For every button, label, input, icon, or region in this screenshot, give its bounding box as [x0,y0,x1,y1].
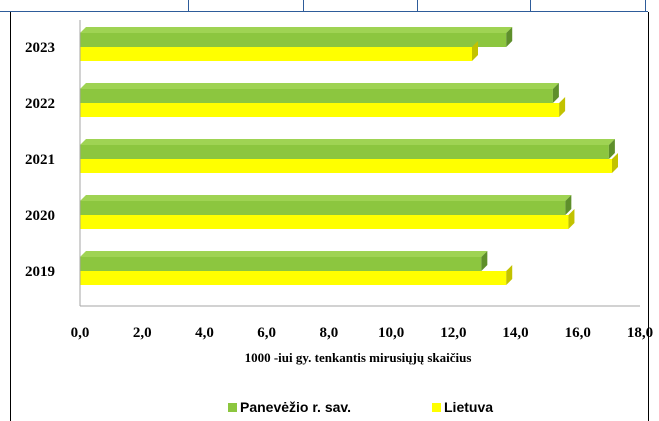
bar-panevezio-2019 [80,257,482,271]
x-tick-label: 18,0 [627,325,653,341]
bar-group-2021 [80,139,618,173]
bar-side-face-2022-0 [552,83,559,103]
legend-swatch [228,403,237,412]
bar-panevezio-2021 [80,145,609,159]
y-tick-label-2022: 2022 [25,96,55,112]
y-axis: 2023 2022 2021 2020 2019 [25,20,81,306]
x-axis: 0,0 2,0 4,0 6,0 8,0 10,0 12,0 14,0 16,0 18,0 [71,305,653,341]
bar-group-2023 [80,27,513,61]
bar-panevezio-2023 [80,33,507,47]
bar-side-face-2023-1 [472,41,478,61]
bar-side-face-2021-1 [612,153,618,173]
x-tick-label: 8,0 [320,325,339,341]
legend-label: Lietuva [444,399,493,415]
x-tick-label: 2,0 [133,325,152,341]
bar-side-face-2019-1 [506,265,513,285]
x-tick-label: 14,0 [502,325,528,341]
bar-side-face-2019-0 [481,251,488,271]
x-tick-label: 4,0 [195,325,214,341]
x-tick-label: 12,0 [440,325,466,341]
bar-group-2022 [80,83,566,117]
legend-label: Panevėžio r. sav. [240,399,351,415]
x-axis-title: 1000 -iui gy. tenkantis mirusiųjų skaiči… [245,350,472,365]
x-tick-label: 16,0 [565,325,591,341]
bar-lietuva-2023 [80,47,472,61]
y-tick-label-2020: 2020 [25,208,55,224]
legend-item-panevezio: Panevėžio r. sav. [228,399,351,415]
plot-area [80,27,618,285]
legend: Panevėžio r. sav. Lietuva [228,399,493,415]
bar-side-face-2020-1 [568,209,575,229]
y-tick-label-2023: 2023 [25,40,55,56]
bar-lietuva-2022 [80,103,560,117]
x-tick-label: 6,0 [257,325,276,341]
y-tick-label-2019: 2019 [25,264,55,280]
table-border-top [0,0,648,12]
legend-item-lietuva: Lietuva [432,399,493,415]
bar-side-face-2022-1 [559,97,566,117]
bar-top-face-2023 [80,27,513,33]
bar-side-face-2020-0 [565,195,572,215]
bar-lietuva-2020 [80,215,569,229]
x-tick-label: 10,0 [378,325,404,341]
bar-top-face-2022 [80,83,559,89]
bar-top-face-2020 [80,195,572,201]
legend-swatch [432,403,441,412]
bar-top-face-2021 [80,139,615,145]
bar-side-face-2021-0 [608,139,615,159]
bar-lietuva-2021 [80,159,612,173]
bar-panevezio-2020 [80,201,566,215]
x-tick-label: 0,0 [71,325,90,341]
bar-panevezio-2022 [80,89,553,103]
bar-side-face-2023-0 [506,27,513,47]
bar-group-2019 [80,251,513,285]
bar-group-2020 [80,195,575,229]
y-tick-label-2021: 2021 [25,152,55,168]
bar-lietuva-2019 [80,271,507,285]
bar-top-face-2019 [80,251,488,257]
